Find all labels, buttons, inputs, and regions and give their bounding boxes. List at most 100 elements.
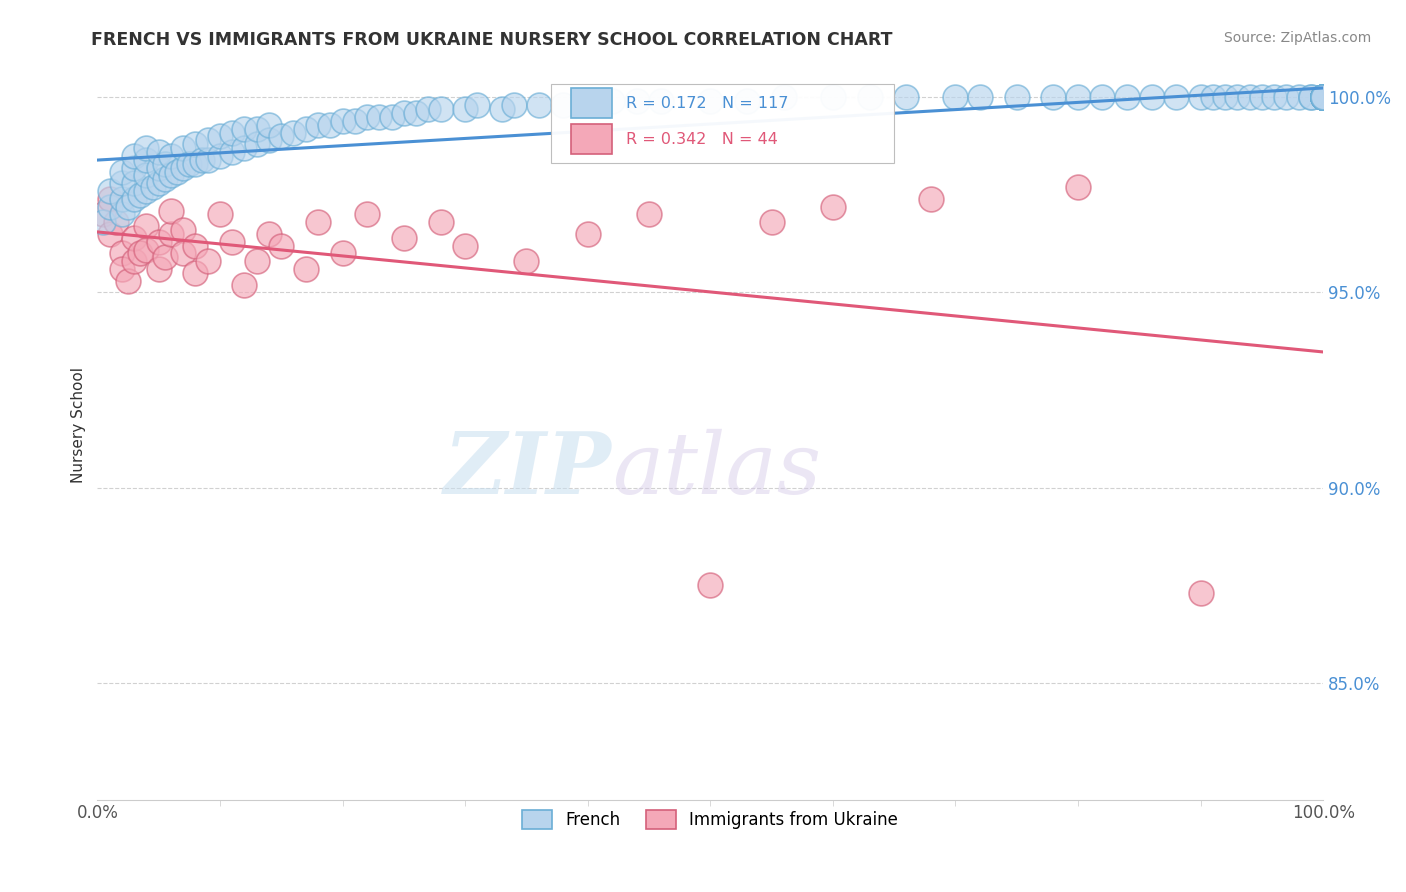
Point [1288,90,1310,104]
Point [356,207,378,221]
Point [111,262,134,277]
Point [117,274,139,288]
Point [735,95,758,109]
Point [515,254,537,268]
Point [920,192,942,206]
Point [111,207,134,221]
Point [160,227,183,241]
Point [270,238,292,252]
Point [246,254,269,268]
Point [233,121,256,136]
Point [1312,90,1334,104]
Point [1312,90,1334,104]
Point [233,141,256,155]
Point [122,192,145,206]
Point [1312,90,1334,104]
Point [93,215,115,229]
Point [553,98,575,112]
Point [1299,90,1322,104]
Point [1275,90,1298,104]
Point [208,149,231,163]
Point [429,102,451,116]
Point [208,207,231,221]
Point [104,215,127,229]
Point [467,98,489,112]
Point [153,172,176,186]
Point [117,200,139,214]
Point [576,227,599,241]
Point [332,246,354,260]
Point [772,90,794,104]
Point [233,277,256,292]
Point [405,106,427,120]
Point [1239,90,1261,104]
Point [491,102,513,116]
Point [197,254,219,268]
Point [153,251,176,265]
Point [246,121,269,136]
Point [1312,90,1334,104]
Point [166,164,188,178]
Point [1263,90,1285,104]
Point [294,121,316,136]
Text: R = 0.342   N = 44: R = 0.342 N = 44 [626,131,778,146]
Point [197,153,219,167]
Point [527,98,550,112]
Point [454,238,477,252]
Point [1312,90,1334,104]
Text: atlas: atlas [612,429,821,511]
Point [626,95,648,109]
Point [1005,90,1028,104]
Legend: French, Immigrants from Ukraine: French, Immigrants from Ukraine [516,804,904,836]
Point [1213,90,1236,104]
Point [135,169,157,183]
Point [1312,90,1334,104]
Point [1164,90,1187,104]
Point [503,98,526,112]
Point [896,90,918,104]
Point [257,118,280,132]
Point [208,129,231,144]
Point [821,90,844,104]
Point [307,118,329,132]
Point [1202,90,1225,104]
Point [1116,90,1139,104]
Point [1312,90,1334,104]
FancyBboxPatch shape [571,88,612,119]
Point [368,110,391,124]
Point [122,161,145,175]
Point [129,188,152,202]
Point [1312,90,1334,104]
Point [135,219,157,234]
Point [418,102,440,116]
Text: FRENCH VS IMMIGRANTS FROM UKRAINE NURSERY SCHOOL CORRELATION CHART: FRENCH VS IMMIGRANTS FROM UKRAINE NURSER… [91,31,893,49]
Point [332,114,354,128]
Point [184,238,207,252]
Point [135,141,157,155]
Point [179,157,201,171]
Point [98,200,121,214]
Point [576,98,599,112]
Point [1312,90,1334,104]
Point [307,215,329,229]
Point [1299,90,1322,104]
Point [1250,90,1272,104]
Point [135,184,157,198]
Point [1312,90,1334,104]
Point [1189,90,1212,104]
Point [1312,90,1334,104]
Point [429,215,451,229]
Point [392,106,415,120]
Point [1226,90,1249,104]
Point [650,95,672,109]
Point [148,235,170,249]
Point [111,192,134,206]
Point [197,133,219,147]
Point [148,161,170,175]
Point [319,118,342,132]
Point [821,200,844,214]
Point [1312,90,1334,104]
Point [1312,90,1334,104]
Point [257,227,280,241]
Y-axis label: Nursery School: Nursery School [72,368,86,483]
